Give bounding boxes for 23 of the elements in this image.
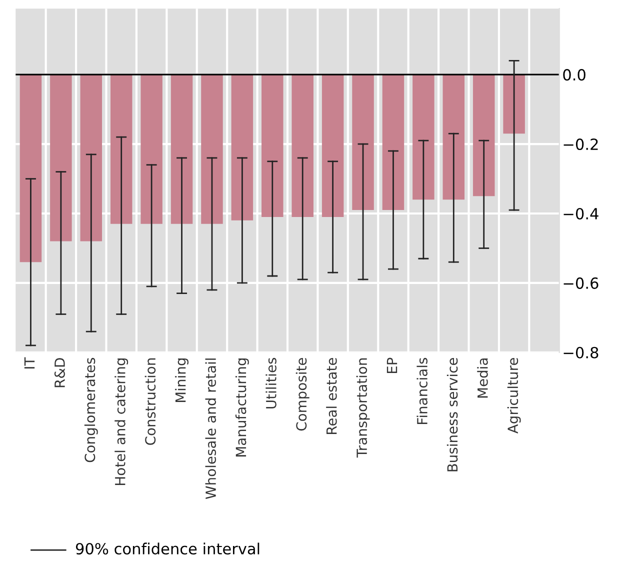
y-tick-label: −0.2 bbox=[564, 138, 598, 150]
x-tick-label: Construction bbox=[144, 358, 156, 445]
x-tick-label: Agriculture bbox=[507, 358, 521, 434]
x-tick-label: Media bbox=[477, 358, 488, 398]
x-tick-label: Transportation bbox=[356, 358, 370, 458]
x-tick-label: Composite bbox=[296, 358, 310, 431]
x-tick-label: Conglomerates bbox=[84, 358, 98, 462]
x-tick-label: R&D bbox=[54, 358, 65, 388]
x-tick-label: Mining bbox=[175, 358, 188, 402]
x-tick-label: Real estate bbox=[326, 358, 337, 434]
y-tick-label: −0.6 bbox=[564, 277, 598, 289]
x-tick-label: Utilities bbox=[266, 358, 276, 408]
x-tick-label: IT bbox=[24, 357, 35, 368]
x-tick-label: Financials bbox=[416, 358, 428, 424]
y-tick-label: −0.8 bbox=[564, 346, 598, 358]
x-tick-label: Hotel and catering bbox=[114, 358, 128, 485]
x-tick-label: Manufacturing bbox=[235, 358, 249, 456]
y-tick-label: −0.4 bbox=[564, 208, 598, 220]
x-tick-label: Wholesale and retail bbox=[205, 358, 216, 499]
x-tick-label: EP bbox=[386, 358, 398, 374]
x-tick-label: Business service bbox=[446, 358, 458, 472]
y-tick-label: 0.0 bbox=[563, 69, 586, 81]
text: 90% confidence interval bbox=[76, 542, 260, 555]
